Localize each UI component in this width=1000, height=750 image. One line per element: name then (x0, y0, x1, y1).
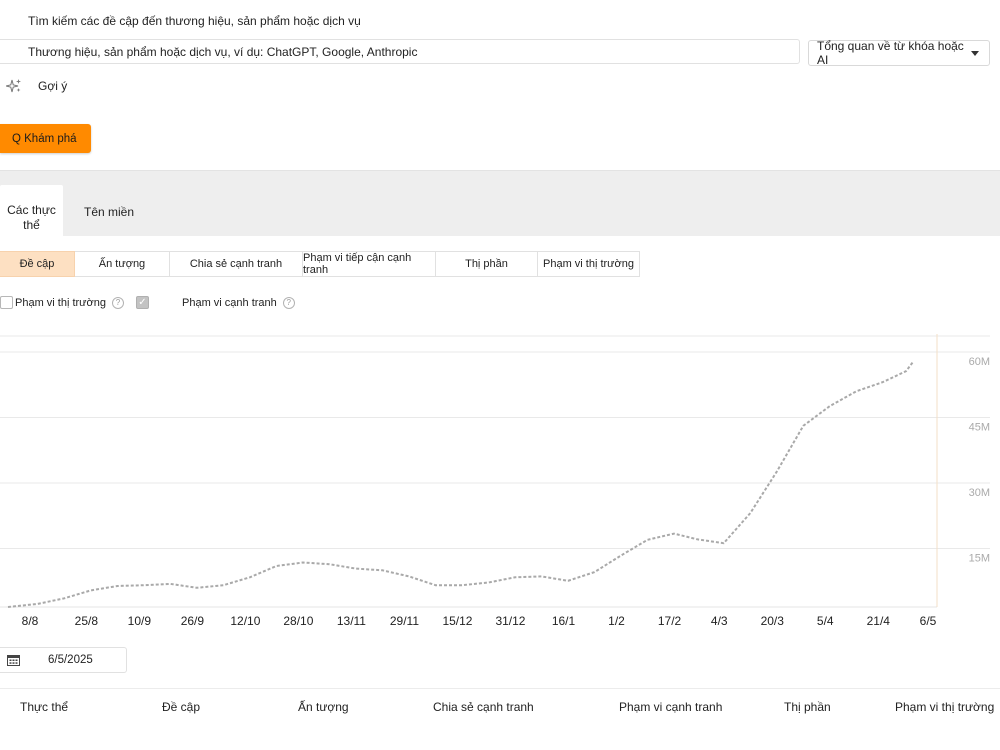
y-tick-label: 15M (969, 553, 990, 565)
x-tick-label: 15/12 (442, 614, 472, 628)
x-tick-label: 12/10 (230, 614, 260, 628)
market-scope-toggle-checkbox[interactable]: ✓ (136, 296, 149, 309)
column-header-market-share[interactable]: Thị phần (784, 700, 831, 714)
x-tick-label: 21/4 (867, 614, 891, 628)
metric-tab-market-share[interactable]: Thị phần (436, 251, 538, 277)
tab-entities[interactable]: Các thực thể (0, 185, 63, 236)
suggest-button[interactable]: Gợi ý (6, 78, 67, 94)
x-tick-label: 29/11 (390, 614, 419, 628)
x-tick-label: 10/9 (128, 614, 152, 628)
suggest-label: Gợi ý (38, 79, 68, 93)
y-tick-label: 60M (969, 356, 990, 368)
x-tick-label: 20/3 (761, 614, 785, 628)
y-tick-label: 30M (969, 487, 990, 499)
x-tick-label: 16/1 (552, 614, 576, 628)
market-scope-checkbox[interactable] (0, 296, 13, 309)
chevron-down-icon (971, 50, 979, 56)
series-line (7, 361, 914, 608)
x-tick-label: 5/4 (817, 614, 834, 628)
column-header-competitive-share[interactable]: Chia sẻ cạnh tranh (433, 700, 534, 714)
date-picker[interactable]: 6/5/2025 (0, 647, 127, 673)
column-header-entity[interactable]: Thực thể (20, 700, 69, 714)
help-icon[interactable]: ? (282, 296, 295, 309)
tab-domains[interactable]: Tên miền (84, 205, 135, 219)
column-header-competitive-scope[interactable]: Phạm vi cạnh tranh (619, 700, 723, 714)
x-tick-label: 28/10 (283, 614, 313, 628)
search-mode-dropdown[interactable]: Tổng quan về từ khóa hoặc AI (808, 39, 990, 67)
metric-tabs: Đề cập Ấn tượng Chia sẻ cạnh tranh Phạm … (0, 251, 640, 277)
market-scope-label: Phạm vi thị trường (15, 296, 106, 309)
x-tick-label: 17/2 (658, 614, 682, 628)
date-value: 6/5/2025 (48, 654, 93, 666)
y-tick-label: 45M (969, 422, 990, 434)
x-tick-label: 26/9 (181, 614, 205, 628)
x-tick-label: 31/12 (495, 614, 525, 628)
metric-tab-competitive-share[interactable]: Chia sẻ cạnh tranh (170, 251, 303, 277)
x-tick-label: 25/8 (75, 614, 99, 628)
x-tick-label: 1/2 (608, 614, 625, 628)
column-header-impressions[interactable]: Ấn tượng (298, 700, 349, 714)
column-header-mentions[interactable]: Đề cập (162, 700, 201, 714)
table-header: Thực thể Đề cập Ấn tượng Chia sẻ cạnh tr… (0, 688, 1000, 728)
x-tick-label: 6/5 (920, 614, 937, 628)
mentions-line-chart: 15M 30M 45M 60M 8/8 25/8 10/9 26/9 12/10 28/10 13/… (0, 334, 990, 628)
metric-tab-mentions[interactable]: Đề cập (0, 251, 75, 277)
search-label: Tìm kiếm các đề cập đến thương hiệu, sản… (28, 14, 361, 28)
help-icon[interactable]: ? (112, 296, 124, 309)
metric-tab-competitive-reach[interactable]: Phạm vi tiếp cận cạnh tranh (303, 251, 436, 277)
metric-tab-impressions[interactable]: Ấn tượng (75, 251, 170, 277)
metric-tab-market-scope[interactable]: Phạm vi thị trường (538, 251, 640, 277)
competitive-scope-label: Phạm vi cạnh tranh (182, 296, 277, 309)
column-header-market-scope[interactable]: Phạm vi thị trường (895, 700, 995, 714)
sparkle-icon (6, 79, 21, 93)
tab-bar (0, 170, 1000, 236)
explore-button[interactable]: Q Khám phá (0, 124, 91, 153)
series-toggles: Phạm vi thị trường ? ✓ Phạm vi cạnh tran… (0, 296, 295, 309)
x-tick-label: 13/11 (337, 614, 366, 628)
search-input[interactable] (0, 39, 800, 64)
x-tick-label: 4/3 (711, 614, 728, 628)
x-tick-label: 8/8 (22, 614, 39, 628)
calendar-icon (7, 655, 20, 666)
search-mode-label: Tổng quan về từ khóa hoặc AI (817, 39, 964, 67)
